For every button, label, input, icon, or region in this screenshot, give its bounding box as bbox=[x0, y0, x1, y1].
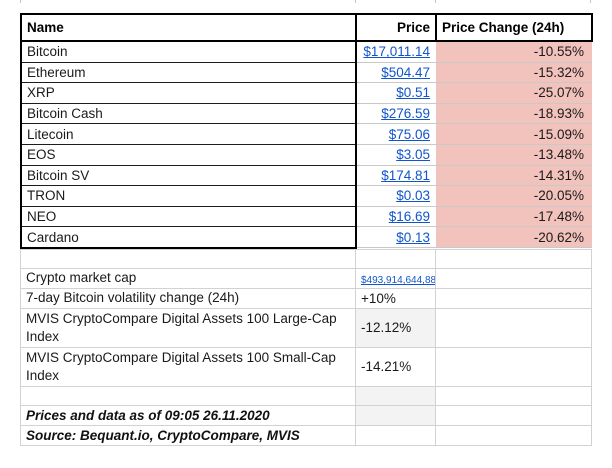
gridline-stub bbox=[20, 0, 21, 3]
market-stats-table: Crypto market cap $493,914,644,885 7-day… bbox=[20, 248, 592, 446]
gridline-stub bbox=[355, 0, 356, 3]
tables-wrapper: Name Price Price Change (24h) Bitcoin $1… bbox=[20, 13, 593, 446]
empty-cell bbox=[20, 385, 356, 406]
empty-cell bbox=[20, 248, 356, 269]
source-note-row: Source: Bequant.io, CryptoCompare, MVIS bbox=[20, 424, 592, 446]
coin-price-link[interactable]: $504.47 bbox=[381, 64, 430, 80]
table-row: Bitcoin SV $174.81 -14.31% bbox=[20, 165, 592, 187]
stat-row-volatility: 7-day Bitcoin volatility change (24h) +1… bbox=[20, 287, 592, 309]
coin-name: Cardano bbox=[20, 226, 357, 249]
coin-price-link[interactable]: $0.03 bbox=[396, 188, 430, 204]
coin-change: -18.93% bbox=[436, 103, 592, 125]
coin-price-link[interactable]: $3.05 bbox=[396, 147, 430, 163]
empty-cell bbox=[435, 248, 592, 269]
coin-name: Litecoin bbox=[20, 123, 357, 145]
coin-change: -17.48% bbox=[436, 206, 592, 228]
coin-name: Bitcoin bbox=[20, 41, 357, 63]
empty-cell bbox=[435, 346, 592, 387]
coin-price-link[interactable]: $276.59 bbox=[381, 106, 430, 122]
empty-cell bbox=[435, 287, 592, 309]
table-row: NEO $16.69 -17.48% bbox=[20, 206, 592, 228]
empty-cell bbox=[355, 385, 436, 406]
empty-cell bbox=[435, 267, 592, 289]
coin-change: -15.32% bbox=[436, 62, 592, 84]
crypto-price-table: Name Price Price Change (24h) Bitcoin $1… bbox=[20, 13, 593, 249]
empty-cell bbox=[435, 424, 592, 446]
table-row: Cardano $0.13 -20.62% bbox=[20, 226, 592, 249]
coin-name: Bitcoin SV bbox=[20, 165, 357, 187]
empty-cell bbox=[435, 385, 592, 406]
coin-change: -13.48% bbox=[436, 144, 592, 166]
empty-cell bbox=[435, 404, 592, 426]
empty-cell bbox=[355, 404, 436, 426]
coin-change: -10.55% bbox=[436, 41, 592, 63]
column-header-name: Name bbox=[20, 13, 357, 42]
market-cap-link[interactable]: $493,914,644,885 bbox=[361, 274, 436, 286]
coin-price-link[interactable]: $17,011.14 bbox=[363, 44, 430, 60]
gridline-stub bbox=[435, 0, 436, 3]
table-row: Bitcoin Cash $276.59 -18.93% bbox=[20, 103, 592, 125]
timestamp-note: Prices and data as of 09:05 26.11.2020 bbox=[20, 404, 356, 426]
stat-row-large-cap-index: MVIS CryptoCompare Digital Assets 100 La… bbox=[20, 307, 592, 348]
coin-name: Bitcoin Cash bbox=[20, 103, 357, 125]
source-note: Source: Bequant.io, CryptoCompare, MVIS bbox=[20, 424, 356, 446]
table-row: Bitcoin $17,011.14 -10.55% bbox=[20, 41, 592, 63]
header-row: Name Price Price Change (24h) bbox=[20, 13, 593, 42]
table-row: XRP $0.51 -25.07% bbox=[20, 82, 592, 104]
empty-cell bbox=[435, 307, 592, 348]
coin-price-link[interactable]: $174.81 bbox=[381, 167, 430, 183]
coin-price-link[interactable]: $0.51 bbox=[396, 85, 430, 101]
empty-cell bbox=[355, 424, 436, 446]
stat-label: 7-day Bitcoin volatility change (24h) bbox=[20, 287, 356, 309]
stat-label: Crypto market cap bbox=[20, 267, 356, 289]
coin-price-link[interactable]: $75.06 bbox=[388, 126, 430, 142]
table-row: EOS $3.05 -13.48% bbox=[20, 144, 592, 166]
stat-label: MVIS CryptoCompare Digital Assets 100 La… bbox=[20, 307, 356, 348]
stat-value: +10% bbox=[355, 287, 436, 309]
stat-value: -14.21% bbox=[355, 346, 436, 387]
spacer-row bbox=[20, 248, 592, 269]
table-row: Litecoin $75.06 -15.09% bbox=[20, 123, 592, 145]
coin-price-link[interactable]: $0.13 bbox=[396, 229, 430, 245]
coin-name: NEO bbox=[20, 206, 357, 228]
column-header-price-change: Price Change (24h) bbox=[435, 13, 593, 42]
coin-name: Ethereum bbox=[20, 62, 357, 84]
coin-name: EOS bbox=[20, 144, 357, 166]
coin-change: -20.05% bbox=[436, 185, 592, 207]
coin-change: -25.07% bbox=[436, 82, 592, 104]
table-row: Ethereum $504.47 -15.32% bbox=[20, 62, 592, 84]
coin-change: -14.31% bbox=[436, 165, 592, 187]
stat-row-small-cap-index: MVIS CryptoCompare Digital Assets 100 Sm… bbox=[20, 346, 592, 387]
coin-name: TRON bbox=[20, 185, 357, 207]
coin-change: -20.62% bbox=[436, 226, 592, 249]
column-header-price: Price bbox=[355, 13, 437, 42]
coin-name: XRP bbox=[20, 82, 357, 104]
coin-price-link[interactable]: $16.69 bbox=[388, 209, 430, 225]
stat-row-market-cap: Crypto market cap $493,914,644,885 bbox=[20, 267, 592, 289]
coin-change: -15.09% bbox=[436, 123, 592, 145]
empty-cell bbox=[355, 248, 436, 269]
gridline-stub bbox=[590, 0, 591, 3]
table-row: TRON $0.03 -20.05% bbox=[20, 185, 592, 207]
timestamp-note-row: Prices and data as of 09:05 26.11.2020 bbox=[20, 404, 592, 426]
stat-label: MVIS CryptoCompare Digital Assets 100 Sm… bbox=[20, 346, 356, 387]
spacer-row bbox=[20, 385, 592, 406]
stat-value: -12.12% bbox=[355, 307, 436, 348]
